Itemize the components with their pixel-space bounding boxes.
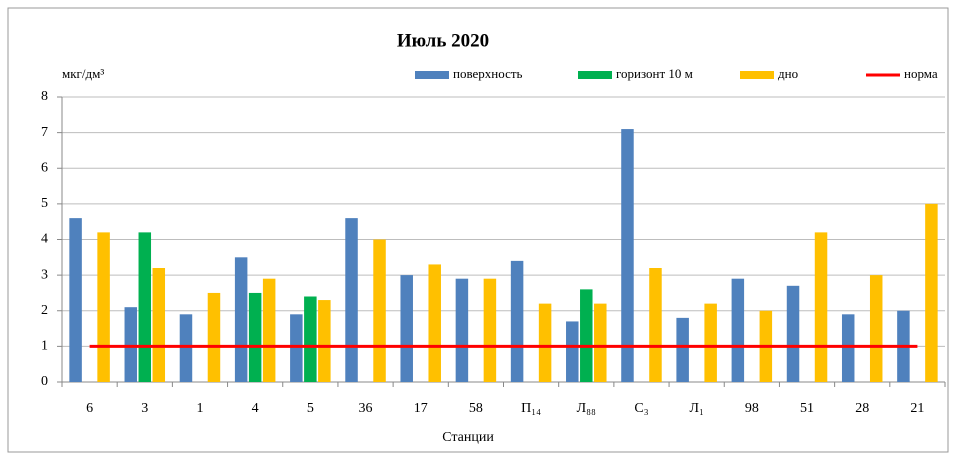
y-tick-label: 2	[41, 303, 48, 318]
x-tick-label: П₁₄	[521, 401, 541, 416]
y-tick-label: 7	[41, 125, 48, 140]
bar	[483, 278, 497, 382]
bar	[290, 314, 303, 382]
x-tick-label: 17	[414, 401, 428, 416]
legend-label: дно	[778, 66, 798, 81]
x-tick-label: Л₁	[689, 401, 703, 416]
bar	[345, 218, 358, 382]
y-tick-label: 0	[41, 374, 48, 389]
bar	[179, 314, 193, 382]
bar	[318, 300, 331, 382]
x-tick-label: 98	[745, 401, 759, 416]
x-tick-label: 28	[855, 401, 869, 416]
legend-label: поверхность	[453, 66, 523, 81]
x-tick-label: 4	[252, 401, 259, 416]
bar	[207, 292, 221, 382]
bar	[649, 268, 662, 382]
x-tick-label: 21	[910, 401, 924, 416]
x-tick-label: 58	[469, 401, 483, 416]
bar	[428, 264, 441, 382]
bar	[234, 257, 248, 382]
bar	[400, 275, 413, 382]
bar	[373, 239, 386, 382]
bar	[786, 285, 800, 382]
bar	[621, 129, 634, 382]
y-tick-label: 1	[41, 339, 48, 354]
y-tick-label: 4	[41, 232, 48, 247]
legend-label: горизонт 10 м	[616, 66, 693, 81]
bar	[676, 317, 689, 382]
x-tick-label: 6	[86, 401, 93, 416]
bar	[248, 292, 262, 382]
x-tick-label: 5	[307, 401, 314, 416]
x-axis-label: Станции	[442, 430, 494, 445]
bar	[124, 307, 138, 382]
legend-label: норма	[904, 66, 938, 81]
bar	[594, 303, 607, 382]
chart-title: Июль 2020	[397, 30, 489, 51]
bar	[152, 268, 166, 382]
x-tick-label: С₃	[634, 401, 648, 416]
y-tick-label: 5	[41, 196, 48, 211]
bar	[455, 278, 469, 382]
bar	[925, 203, 938, 382]
x-tick-label: 1	[196, 401, 203, 416]
legend-swatch	[415, 71, 449, 79]
bar	[304, 296, 317, 382]
y-tick-label: 6	[41, 160, 48, 175]
bar	[538, 303, 552, 382]
bar	[814, 232, 828, 382]
bar	[97, 232, 110, 382]
x-tick-label: 36	[359, 401, 373, 416]
y-tick-label: 8	[41, 89, 48, 104]
x-tick-label: Л₈₈	[577, 401, 596, 416]
bar	[869, 275, 883, 382]
x-tick-label: 3	[141, 401, 148, 416]
bar	[731, 278, 745, 382]
legend-swatch	[578, 71, 612, 79]
bar	[69, 218, 82, 382]
bar	[841, 314, 855, 382]
bar	[704, 303, 717, 382]
bar	[138, 232, 152, 382]
bar	[262, 278, 276, 382]
legend-swatch	[740, 71, 774, 79]
bar	[510, 260, 524, 382]
bar	[566, 321, 579, 382]
y-axis-label: мкг/дм³	[62, 66, 104, 81]
y-tick-label: 3	[41, 267, 48, 282]
bar	[580, 289, 593, 382]
x-tick-label: 51	[800, 401, 814, 416]
